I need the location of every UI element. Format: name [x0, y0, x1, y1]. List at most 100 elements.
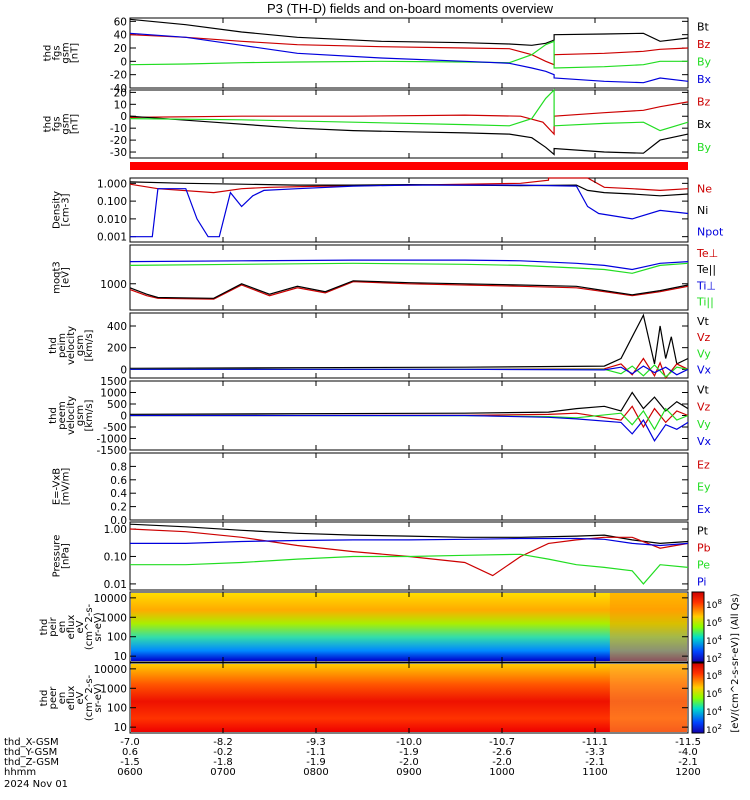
y-tick-label: 500 [107, 399, 127, 411]
y-tick-label: 60 [114, 16, 127, 28]
series-line-Ni [129, 181, 689, 197]
colorbar-tick-label: 106 [706, 687, 722, 700]
plot-title: P3 (TH-D) fields and on-board moments ov… [266, 1, 554, 16]
y-axis-label: thd [48, 407, 59, 424]
y-tick-label: 1000 [100, 612, 127, 624]
panel-1 [129, 17, 689, 89]
x-col-time: 0800 [303, 767, 328, 778]
spectrogram-edge [609, 593, 687, 661]
y-axis-label: thd [39, 690, 50, 707]
legend-entry: Vy [697, 418, 711, 431]
legend-entry: Pe [697, 558, 710, 571]
x-col-value: -1.9 [306, 757, 326, 768]
y-axis-label: peem [57, 401, 68, 429]
colorbar [691, 591, 705, 663]
y-axis-label: E=-VxB [52, 468, 63, 505]
y-axis-label: peer [48, 686, 59, 710]
y-axis-label: [mV/m] [61, 468, 72, 506]
y-tick-label: 1000 [100, 388, 127, 400]
series-line-Pe [130, 553, 689, 585]
y-axis-label: eflux [66, 615, 77, 640]
y-axis-label: [km/s] [84, 329, 95, 361]
y-tick-label: 0 [120, 364, 127, 376]
x-col-value: -1.9 [399, 747, 419, 758]
y-axis-label: (cm^2-s- [84, 603, 95, 650]
y-axis-label: eV [75, 691, 86, 704]
series-line-Vt [129, 313, 689, 369]
y-axis-label: en [57, 621, 68, 634]
x-col-value: -2.1 [678, 757, 698, 768]
legend-entry: Ez [697, 458, 710, 471]
legend-entry: Bt [697, 21, 710, 34]
x-col-value: -2.1 [585, 757, 605, 768]
series-line-Ti|| [129, 262, 689, 274]
y-axis-label: eV [75, 620, 86, 633]
y-tick-label: 20 [114, 43, 127, 55]
y-axis-label: [nT] [70, 114, 81, 134]
y-axis-label: fgs [52, 116, 63, 131]
x-row-label: 2024 Nov 01 [4, 779, 68, 790]
x-row-label: thd_Y-GSM [4, 747, 57, 758]
y-tick-label: 0.2 [110, 502, 127, 514]
y-axis-label: [eV] [61, 267, 72, 288]
legend-entry: Ne [697, 183, 712, 196]
y-tick-label: 1000 [100, 279, 127, 291]
series-line-Ti⊥ [129, 259, 689, 271]
y-axis-label: gsm [61, 113, 72, 134]
x-col-value: -1.5 [120, 757, 140, 768]
y-tick-label: 10 [114, 651, 127, 663]
y-tick-label: 0.6 [110, 475, 127, 487]
panel-2 [129, 88, 689, 159]
x-col-value: -1.1 [306, 747, 326, 758]
legend-entry: Vy [697, 347, 711, 360]
legend-entry: Bz [697, 95, 711, 108]
series-line-Te|| [129, 280, 689, 299]
legend-entry: Bx [697, 118, 712, 131]
legend-entry: Vz [697, 331, 711, 344]
panel-9 [129, 591, 689, 663]
x-row-label: thd_X-GSM [4, 737, 59, 748]
series-line-Vx [130, 414, 689, 442]
x-col-value: -2.0 [399, 757, 419, 768]
legend-entry: By [697, 141, 712, 154]
x-col-value: -10.7 [489, 737, 515, 748]
series-line-Pi [130, 537, 689, 547]
series-line-Npot [130, 184, 689, 238]
legend-entry: Bx [697, 73, 712, 86]
y-tick-label: 0 [120, 411, 127, 423]
y-axis-label: sr-eV) [93, 612, 104, 641]
colorbar-tick-label: 102 [706, 723, 722, 736]
y-axis-label: moqt3 [52, 261, 63, 294]
legend-entry: Bz [697, 38, 711, 51]
y-tick-label: 0.100 [97, 196, 127, 208]
x-col-time: 0600 [117, 767, 142, 778]
y-axis-label: peir [48, 616, 59, 636]
panel-7 [129, 452, 689, 521]
series-line-By [129, 40, 688, 69]
y-tick-label: 10 [114, 722, 127, 734]
legend-entry: Ex [697, 503, 711, 516]
x-col-value: -0.2 [213, 747, 233, 758]
x-col-value: -2.6 [492, 747, 512, 758]
x-col-value: -11.1 [582, 737, 608, 748]
x-col-time: 1000 [489, 767, 514, 778]
panel-frame [129, 452, 689, 521]
y-tick-label: 10000 [94, 593, 127, 605]
series-line-Bz [129, 101, 689, 136]
x-col-time: 0900 [396, 767, 421, 778]
x-col-value: -4.0 [678, 747, 698, 758]
series-line-Bt [129, 18, 689, 46]
x-col-value: -11.5 [675, 737, 701, 748]
y-axis-label: Pressure [52, 535, 63, 578]
legend-entry: Pi [697, 575, 706, 588]
series-line-Vx [130, 365, 689, 376]
colorbar-label: [eV/(cm^2-s-sr-eV)] (All Qs) [730, 593, 741, 732]
y-tick-label: 1.000 [97, 178, 127, 190]
legend-entry: Vx [697, 364, 712, 377]
colorbar-tick-label: 104 [706, 705, 722, 718]
panel-6 [129, 380, 689, 451]
y-tick-label: -40 [110, 83, 127, 95]
y-tick-label: 0.10 [104, 551, 127, 563]
